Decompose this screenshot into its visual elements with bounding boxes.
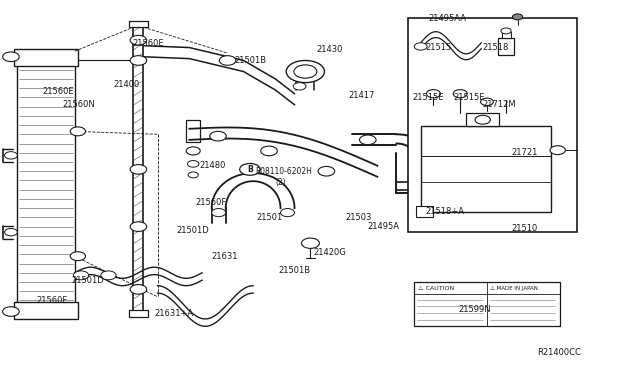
Text: 21721: 21721 [511,148,538,157]
Text: 21560F: 21560F [196,198,227,207]
Text: 21430: 21430 [317,45,343,54]
Text: B: B [247,165,253,174]
Circle shape [260,146,277,156]
Circle shape [100,271,116,280]
Circle shape [188,172,198,178]
Circle shape [220,56,236,65]
Text: 21560F: 21560F [36,296,68,305]
Circle shape [3,52,19,62]
Text: 21501D: 21501D [72,276,104,285]
Bar [415,206,433,217]
Text: R21400CC: R21400CC [537,349,580,357]
Text: 21560E: 21560E [132,39,164,48]
Bar [408,18,577,232]
Text: 21495A: 21495A [368,222,400,231]
Text: 21501D: 21501D [177,226,209,235]
Text: 21480: 21480 [199,161,225,170]
Circle shape [453,90,467,98]
Circle shape [210,131,227,141]
Circle shape [212,209,226,217]
Circle shape [130,56,147,65]
Circle shape [294,65,317,78]
Circle shape [280,209,294,217]
Circle shape [3,307,19,316]
Circle shape [360,135,376,145]
Circle shape [240,163,260,175]
Bar [14,302,78,319]
Circle shape [475,115,490,124]
Text: 21599N: 21599N [458,305,491,314]
Text: 21515E: 21515E [412,93,444,102]
Bar [129,310,148,317]
Text: (2): (2) [275,178,286,187]
Circle shape [130,285,147,294]
Bar [502,32,511,38]
Text: 21417: 21417 [349,91,375,100]
Circle shape [550,146,565,155]
Circle shape [286,61,324,83]
Circle shape [70,252,86,260]
Circle shape [301,238,319,248]
Circle shape [4,228,17,236]
Circle shape [186,147,200,155]
Text: 21515E: 21515E [454,93,485,102]
Text: 21631+A: 21631+A [154,309,193,318]
Text: 21400: 21400 [113,80,139,89]
Text: 21515: 21515 [425,43,451,52]
Text: B08110-6202H: B08110-6202H [255,167,312,176]
Circle shape [481,98,493,106]
Text: ⚠ MADE IN JAPAN: ⚠ MADE IN JAPAN [490,286,538,291]
Text: 21631: 21631 [212,251,238,261]
Circle shape [130,164,147,174]
Circle shape [74,271,89,280]
Text: 21712M: 21712M [483,100,516,109]
Text: 21420G: 21420G [314,248,346,257]
Text: 21501B: 21501B [278,266,310,275]
Circle shape [513,14,523,20]
Text: 21501B: 21501B [234,56,266,65]
Circle shape [4,152,17,159]
Text: 21501: 21501 [256,213,282,222]
Text: 21503: 21503 [346,213,372,222]
Bar [499,38,515,55]
Circle shape [414,43,427,50]
Circle shape [130,35,147,45]
Bar [467,113,499,126]
Bar [129,20,148,27]
Bar [414,282,559,326]
Circle shape [318,166,335,176]
Text: 21510: 21510 [511,224,538,233]
Text: 21495AA: 21495AA [428,13,467,22]
Text: 21518+A: 21518+A [425,207,464,217]
Circle shape [426,90,440,98]
Bar [14,49,78,66]
Bar [17,64,75,304]
Text: ⚠ CAUTION: ⚠ CAUTION [418,286,454,291]
Circle shape [501,28,511,34]
Bar [420,126,551,212]
Circle shape [188,161,199,167]
Text: 21560E: 21560E [43,87,74,96]
Circle shape [130,222,147,231]
Text: 21560N: 21560N [62,100,95,109]
Circle shape [70,127,86,136]
Text: 21518: 21518 [483,43,509,52]
Bar [186,119,200,142]
Circle shape [293,83,306,90]
